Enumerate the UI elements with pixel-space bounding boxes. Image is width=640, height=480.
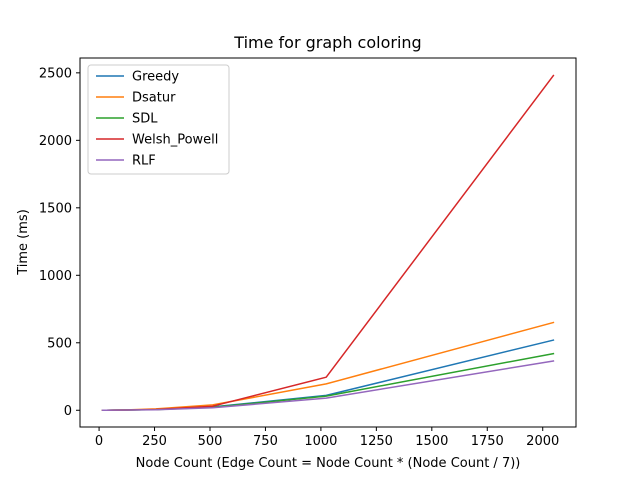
legend-label: SDL — [132, 112, 158, 127]
x-axis-label: Node Count (Edge Count = Node Count * (N… — [136, 456, 521, 471]
series-line-rlf — [101, 360, 555, 412]
y-tick-label: 1500 — [39, 201, 72, 216]
legend-box — [87, 64, 230, 175]
legend-label: RLF — [132, 154, 156, 169]
x-axis-ticks: 0 250 500 750 1000 1250 1500 1750 2000 — [95, 427, 559, 449]
x-tick-label: 1250 — [360, 434, 393, 449]
legend-label: Dsatur — [132, 91, 176, 106]
y-tick-label: 2500 — [39, 66, 72, 81]
legend: Greedy Dsatur SDL Welsh_Powell RLF — [87, 64, 230, 175]
y-tick-label: 1000 — [39, 269, 72, 284]
x-tick-label: 500 — [198, 434, 223, 449]
x-tick-label: 1750 — [471, 434, 504, 449]
x-tick-label: 2000 — [526, 434, 559, 449]
series-lines — [101, 74, 555, 412]
chart-title: Time for graph coloring — [233, 33, 421, 52]
x-tick-label: 250 — [142, 434, 167, 449]
y-axis-label: Time (ms) — [16, 209, 31, 276]
x-tick-label: 0 — [95, 434, 103, 449]
axes-frame — [79, 57, 577, 428]
x-tick-label: 1000 — [304, 434, 337, 449]
y-tick-label: 2000 — [39, 134, 72, 149]
y-tick-label: 500 — [47, 336, 72, 351]
y-tick-label: 0 — [64, 404, 72, 419]
legend-label: Greedy — [132, 70, 179, 85]
x-tick-label: 750 — [253, 434, 278, 449]
y-axis-ticks: 0 500 1000 1500 2000 2500 — [39, 66, 80, 419]
x-tick-label: 1500 — [415, 434, 448, 449]
legend-label: Welsh_Powell — [132, 133, 218, 148]
